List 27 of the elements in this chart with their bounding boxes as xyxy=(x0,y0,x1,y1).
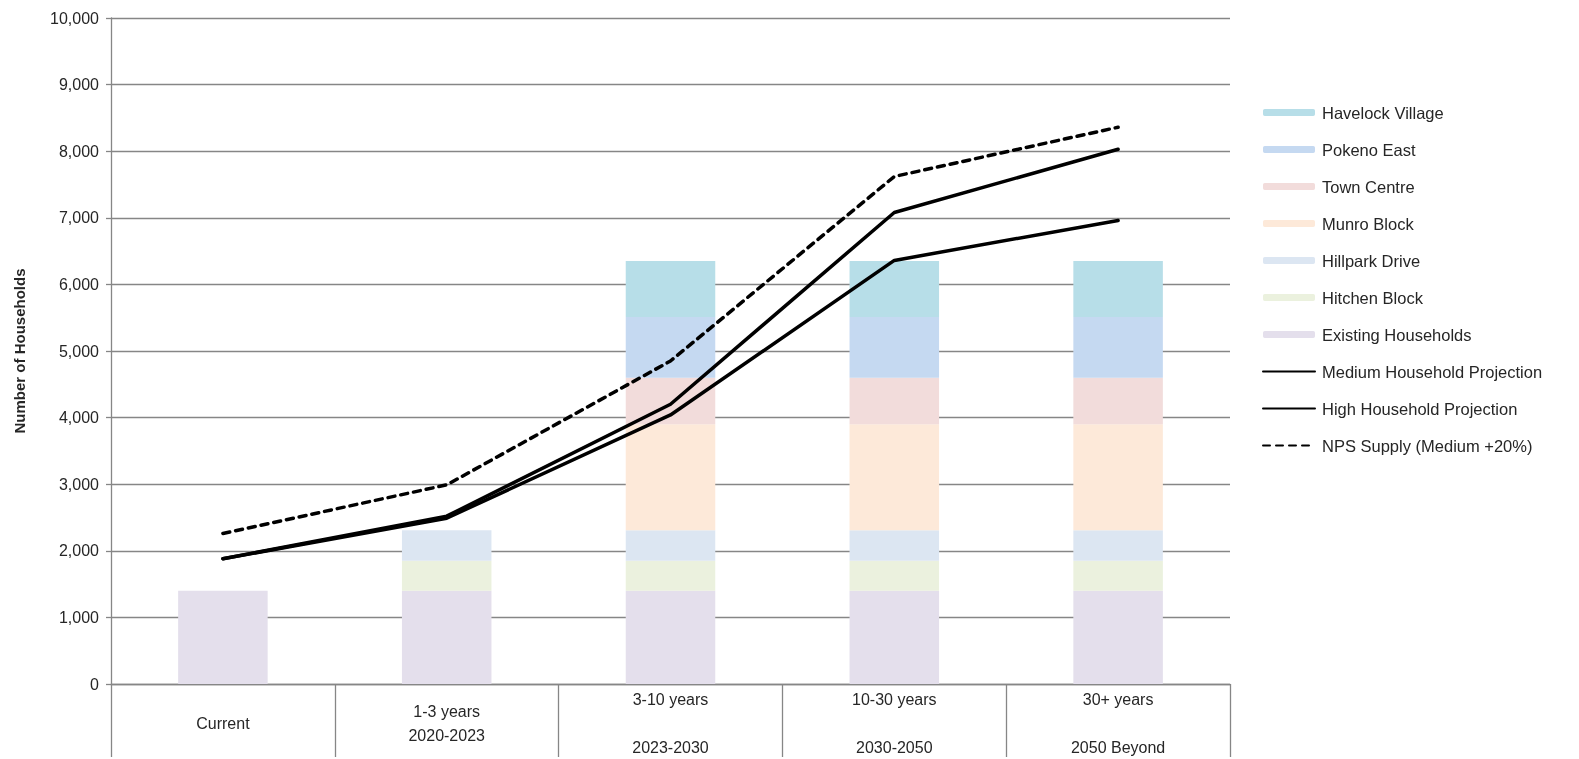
legend-label: Munro Block xyxy=(1322,214,1415,233)
x-tick-label: 1-3 years 2020-2023 xyxy=(408,702,486,744)
legend-label: Havelock Village xyxy=(1322,103,1444,122)
legend-label: Pokeno East xyxy=(1322,140,1416,159)
legend-label: Hitchen Block xyxy=(1322,288,1424,307)
y-tick-label: 2,000 xyxy=(58,542,100,560)
y-tick-label: 8,000 xyxy=(58,142,100,160)
y-tick-label: 5,000 xyxy=(58,342,100,360)
legend-label: NPS Supply (Medium +20%) xyxy=(1322,436,1533,455)
y-tick-label: 6,000 xyxy=(58,275,100,293)
y-axis-title: Number of Households xyxy=(11,268,28,434)
category-label: 30+ years 2050 Beyond xyxy=(1070,690,1166,756)
y-tick-label: 7,000 xyxy=(58,209,100,227)
category-label: 3-10 years 2023-2030 xyxy=(632,690,709,756)
legend-label: Medium Household Projection xyxy=(1322,362,1543,381)
y-tick-label: 3,000 xyxy=(58,475,100,493)
y-tick-label: 1,000 xyxy=(58,608,100,626)
legend-label: Hillpark Drive xyxy=(1322,251,1421,270)
y-tick-label: 4,000 xyxy=(58,409,100,427)
legend-label: High Household Projection xyxy=(1322,399,1518,418)
x-tick-label: Current xyxy=(196,714,251,732)
legend-label: Existing Households xyxy=(1322,325,1472,344)
legend-label: Town Centre xyxy=(1322,177,1415,196)
y-tick-label: 9,000 xyxy=(58,76,100,94)
y-tick-label: 0 xyxy=(90,675,100,693)
category-label: 10-30 years 2030-2050 xyxy=(852,690,937,756)
y-tick-label: 10,000 xyxy=(50,9,100,27)
